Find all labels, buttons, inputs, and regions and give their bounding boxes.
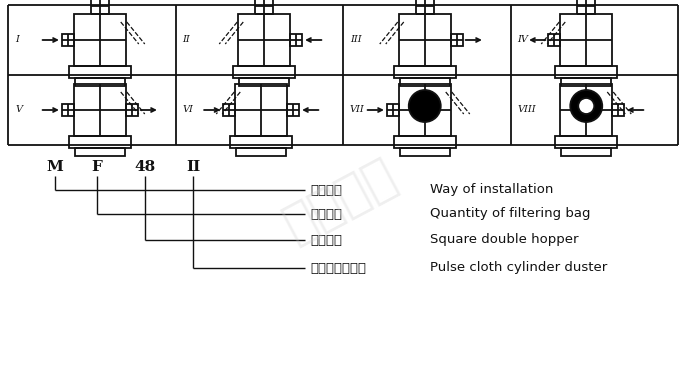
Bar	[451, 34, 463, 46]
Bar	[236, 148, 286, 156]
Bar	[91, 0, 109, 14]
Bar	[416, 0, 434, 14]
Bar	[239, 78, 289, 86]
Bar	[61, 34, 74, 46]
Bar	[394, 66, 456, 78]
Bar	[399, 84, 451, 136]
Text: 脉冲布筒滤尘器: 脉冲布筒滤尘器	[310, 262, 366, 275]
Text: IV: IV	[518, 35, 529, 44]
Bar	[394, 136, 456, 148]
Bar	[290, 34, 302, 46]
Bar	[69, 136, 130, 148]
Bar	[224, 104, 235, 116]
Bar	[560, 14, 612, 66]
Bar	[578, 0, 595, 14]
Bar	[75, 148, 125, 156]
Text: VII: VII	[350, 106, 365, 115]
Bar	[61, 104, 74, 116]
Bar	[387, 104, 399, 116]
Bar	[75, 78, 125, 86]
Text: II: II	[182, 35, 190, 44]
Text: V: V	[15, 106, 22, 115]
Text: Quantity of filtering bag: Quantity of filtering bag	[430, 207, 591, 220]
Bar	[233, 66, 295, 78]
Bar	[555, 66, 618, 78]
Text: F: F	[92, 160, 102, 174]
Text: Square double hopper: Square double hopper	[430, 234, 578, 246]
Bar	[74, 84, 126, 136]
Text: I: I	[15, 35, 19, 44]
Bar	[561, 148, 611, 156]
Text: III: III	[350, 35, 362, 44]
Bar	[612, 104, 624, 116]
Text: VI: VI	[182, 106, 193, 115]
Bar	[400, 78, 450, 86]
Text: Pulse cloth cylinder duster: Pulse cloth cylinder duster	[430, 262, 607, 275]
Bar	[287, 104, 299, 116]
Bar	[549, 34, 560, 46]
Bar	[400, 148, 450, 156]
Text: M: M	[46, 160, 63, 174]
Text: 滤袋数量: 滤袋数量	[310, 207, 342, 220]
Text: 方型双斗: 方型双斗	[310, 234, 342, 246]
Bar	[238, 14, 290, 66]
Text: Way of installation: Way of installation	[430, 184, 553, 197]
Text: VIII: VIII	[518, 106, 536, 115]
Bar	[560, 84, 612, 136]
Text: 安装形式: 安装形式	[310, 184, 342, 197]
Bar	[126, 104, 138, 116]
Bar	[230, 136, 293, 148]
Text: II: II	[186, 160, 200, 174]
Circle shape	[408, 90, 441, 122]
Bar	[235, 84, 287, 136]
Circle shape	[578, 98, 594, 114]
Circle shape	[570, 90, 602, 122]
Bar	[561, 78, 611, 86]
Bar	[69, 66, 130, 78]
Bar	[74, 14, 126, 66]
Bar	[555, 136, 618, 148]
Text: 48: 48	[135, 160, 156, 174]
Text: 元明诚信: 元明诚信	[276, 151, 404, 249]
Bar	[255, 0, 273, 14]
Bar	[399, 14, 451, 66]
